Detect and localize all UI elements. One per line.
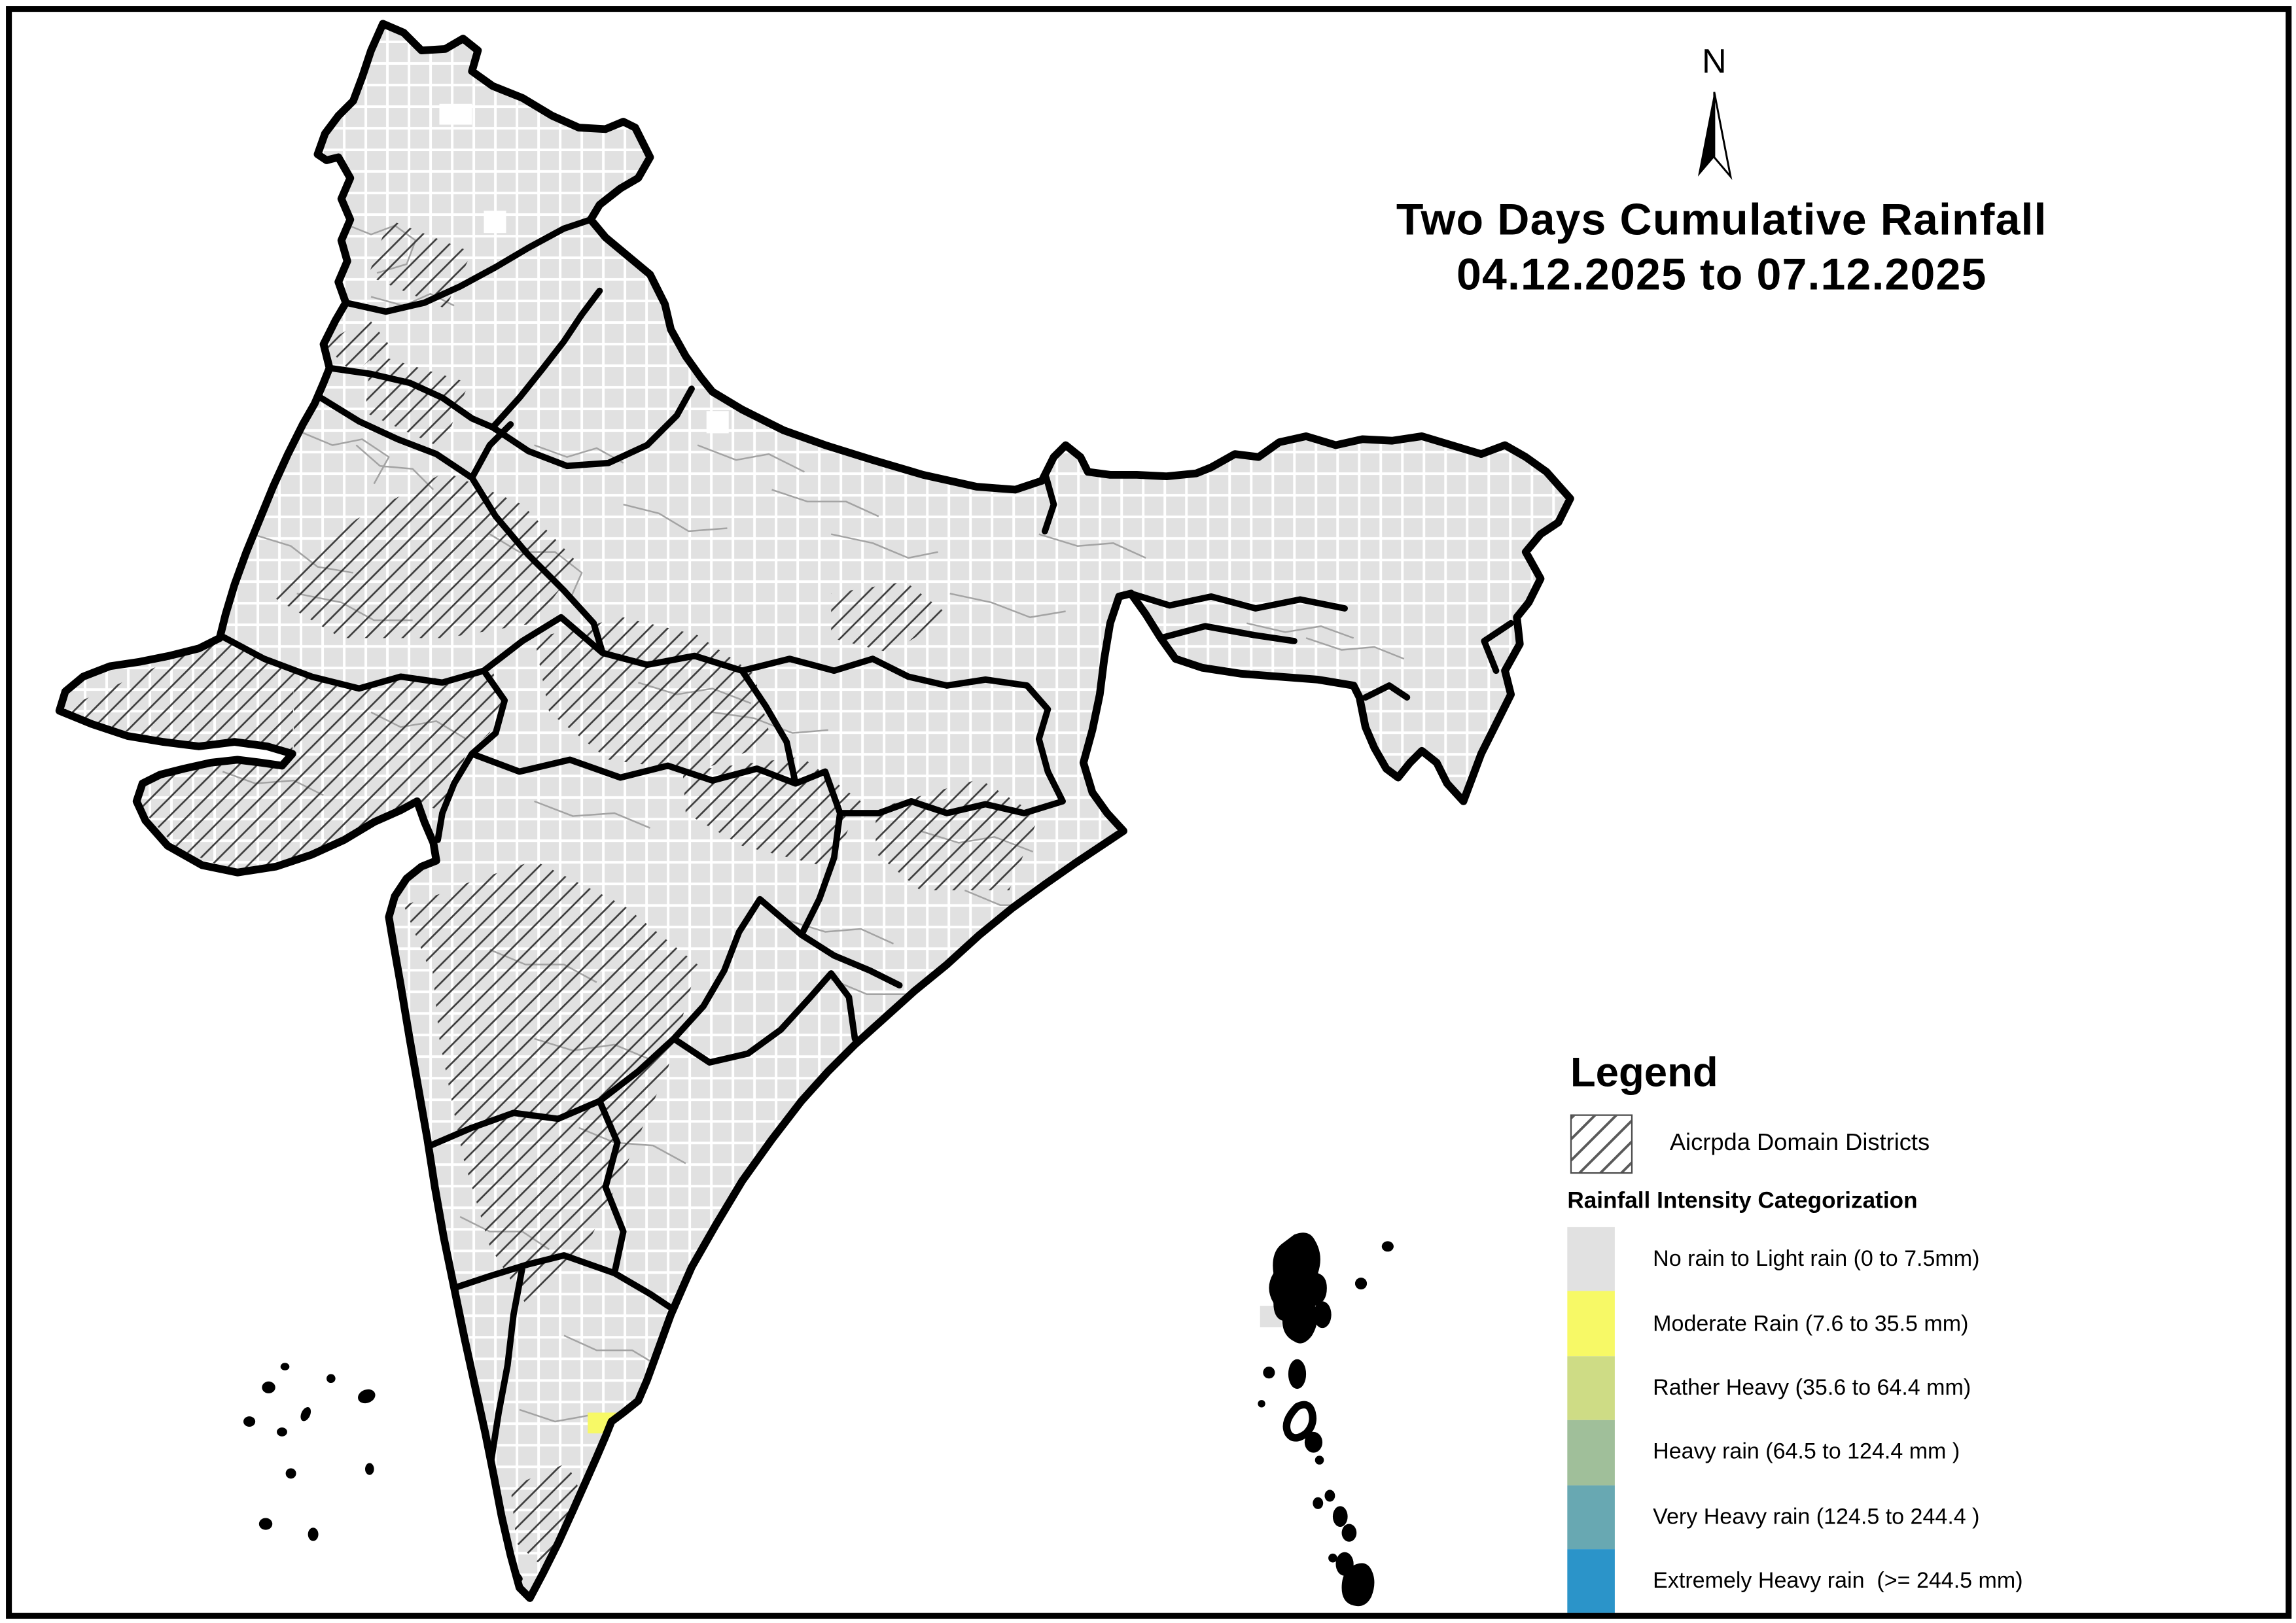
heavy-rain-swatch: [1567, 1420, 1615, 1485]
north-label: N: [1702, 41, 1727, 80]
legend-item-extremely-heavy-rain: Extremely Heavy rain (>= 244.5 mm): [1567, 1548, 2191, 1614]
state-boundaries: [216, 216, 1515, 1582]
moderate-rain-swatch: [1567, 1291, 1615, 1356]
legend-item-aicrpda: Aicrpda Domain Districts: [1570, 1114, 2191, 1174]
north-arrow: N: [1685, 44, 1744, 185]
no-rain-swatch: [1567, 1227, 1615, 1292]
lakshadweep-islands: [243, 1363, 376, 1541]
extremely-heavy-rain-swatch: [1567, 1548, 1615, 1614]
legend-item-rather-heavy: Rather Heavy (35.6 to 64.4 mm): [1567, 1355, 2191, 1421]
legend-heading: Legend: [1570, 1049, 1718, 1096]
andaman-nicobar-islands: [1258, 1232, 1394, 1607]
aicrpda-hatch-swatch: [1570, 1114, 1633, 1174]
no-rain-label: No rain to Light rain (0 to 7.5mm): [1653, 1246, 1980, 1272]
page-border: [5, 5, 2291, 1618]
extremely-heavy-rain-label: Extremely Heavy rain (>= 244.5 mm): [1653, 1568, 2023, 1594]
north-arrow-icon: [1697, 92, 1733, 181]
legend-item-no-rain: No rain to Light rain (0 to 7.5mm): [1567, 1227, 2191, 1292]
very-heavy-rain-swatch: [1567, 1484, 1615, 1549]
legend-item-heavy-rain: Heavy rain (64.5 to 124.4 mm ): [1567, 1420, 2191, 1485]
map-title-line2: 04.12.2025 to 07.12.2025: [1457, 251, 1987, 300]
rather-heavy-swatch: [1567, 1355, 1615, 1421]
aicrpda-hatch-overlay: [59, 219, 1039, 1570]
map-title: Two Days Cumulative Rainfall 04.12.2025 …: [1335, 193, 2108, 303]
very-heavy-rain-label: Very Heavy rain (124.5 to 244.4 ): [1653, 1504, 1980, 1530]
legend-item-moderate-rain: Moderate Rain (7.6 to 35.5 mm): [1567, 1291, 2191, 1356]
moderate-rain-label: Moderate Rain (7.6 to 35.5 mm): [1653, 1311, 1969, 1336]
rather-heavy-label: Rather Heavy (35.6 to 64.4 mm): [1653, 1375, 1971, 1401]
legend: Legend Aicrpda Domain Districts Rainfall…: [1567, 1049, 2191, 1614]
no-data-cells: [439, 103, 729, 434]
map-title-line1: Two Days Cumulative Rainfall: [1396, 196, 2047, 245]
rainfall-section-heading: Rainfall Intensity Categorization: [1567, 1188, 1918, 1214]
legend-item-very-heavy-rain: Very Heavy rain (124.5 to 244.4 ): [1567, 1484, 2191, 1549]
heavy-rain-label: Heavy rain (64.5 to 124.4 mm ): [1653, 1440, 1960, 1465]
aicrpda-label: Aicrpda Domain Districts: [1669, 1130, 1930, 1157]
